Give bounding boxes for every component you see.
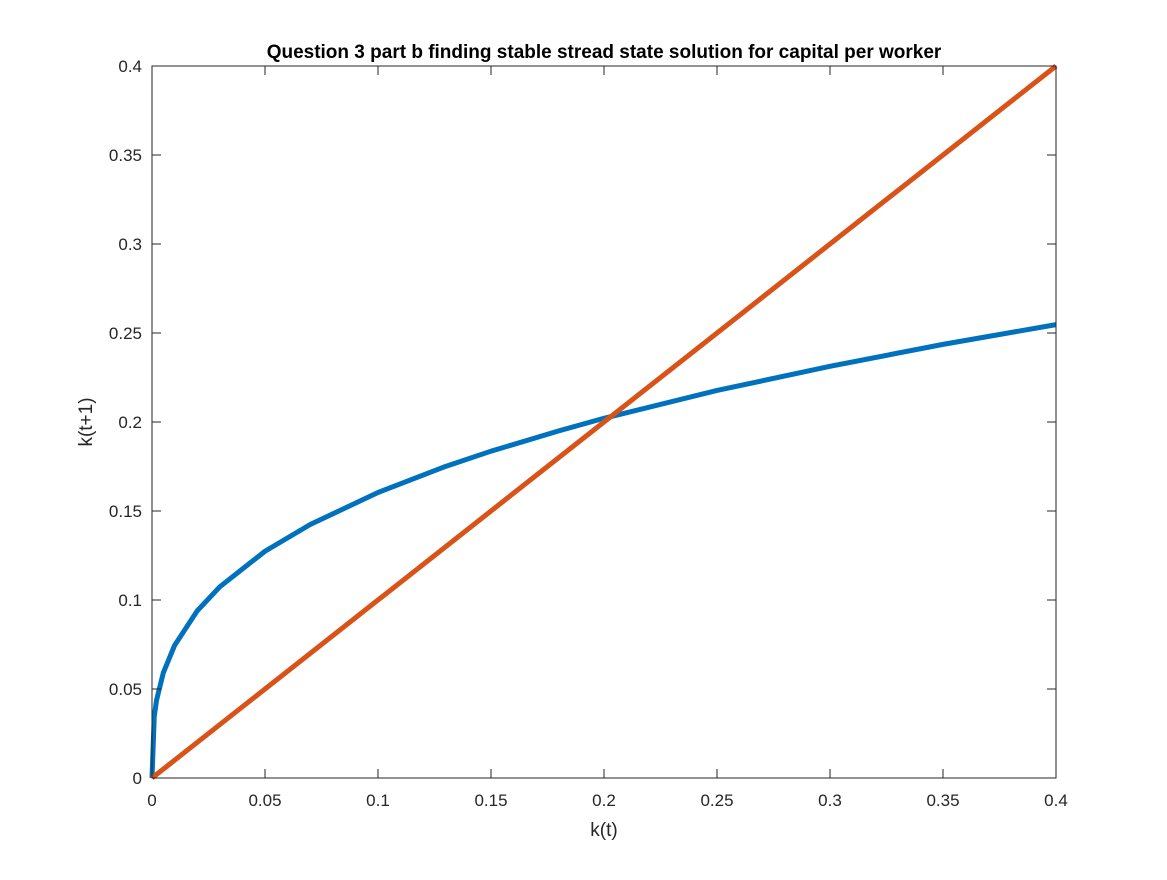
series-layer [149, 64, 1058, 780]
y-tick-label: 0.3 [118, 235, 142, 254]
x-axis-label: k(t) [590, 820, 617, 841]
series-line-1 [149, 322, 1057, 779]
axes-box [151, 65, 1057, 779]
y-tick-label: 0.4 [118, 57, 142, 76]
y-tick-label: 0.35 [109, 146, 142, 165]
series-line-2 [150, 64, 1058, 780]
y-tick-label: 0.2 [118, 413, 142, 432]
x-tick-label: 0.3 [818, 791, 842, 810]
y-tick-label: 0.15 [109, 502, 142, 521]
x-tick-label: 0.25 [700, 791, 733, 810]
x-tick-label: 0 [147, 791, 156, 810]
x-tick-label: 0.15 [474, 791, 507, 810]
y-tick-label: 0.05 [109, 680, 142, 699]
x-tick-label: 0.05 [248, 791, 281, 810]
y-tick-label: 0.1 [118, 591, 142, 610]
x-tick-label: 0.4 [1044, 791, 1068, 810]
x-tick-label: 0.2 [592, 791, 616, 810]
chart-title: Question 3 part b finding stable stread … [267, 42, 942, 63]
y-tick-label: 0.25 [109, 324, 142, 343]
x-tick-label: 0.1 [366, 791, 390, 810]
x-tick-label: 0.35 [926, 791, 959, 810]
y-tick-label: 0 [133, 769, 142, 788]
ticks-layer: 0 0.05 0.1 0.15 0.2 0.25 0.3 0.35 0.4 0 0.05 0.1 0.1… [109, 57, 1068, 810]
y-axis-label: k(t+1) [76, 397, 97, 446]
